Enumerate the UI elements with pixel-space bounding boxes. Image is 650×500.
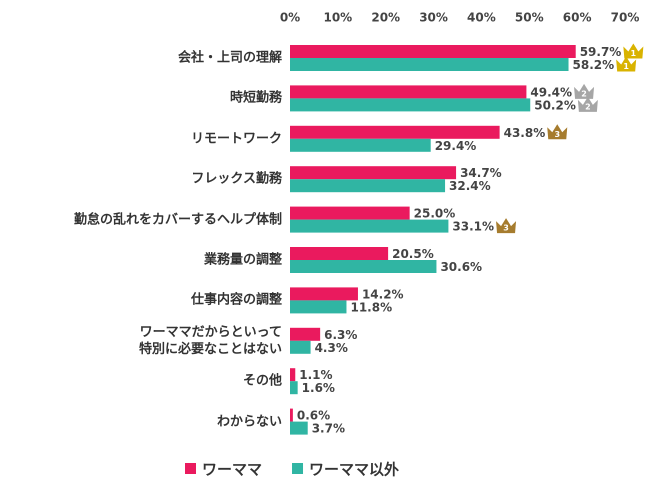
crown-rank: 3 bbox=[554, 130, 560, 139]
crown-rank: 2 bbox=[581, 89, 587, 98]
crown-rank: 3 bbox=[503, 224, 509, 233]
bar bbox=[290, 408, 293, 422]
bar bbox=[290, 368, 296, 382]
crown-icon bbox=[616, 56, 637, 72]
bar bbox=[290, 98, 531, 112]
bar bbox=[290, 327, 321, 341]
crown-rank: 1 bbox=[631, 49, 637, 58]
value-label: 32.4% bbox=[449, 179, 491, 193]
value-label: 50.2% bbox=[534, 98, 576, 112]
category-label: その他 bbox=[242, 373, 282, 389]
bar bbox=[290, 58, 569, 71]
category-label: わからない bbox=[216, 414, 282, 430]
value-label: 29.4% bbox=[435, 139, 477, 153]
value-label: 59.7% bbox=[580, 45, 622, 59]
bar bbox=[290, 206, 410, 220]
bar bbox=[290, 125, 500, 139]
value-label: 14.2% bbox=[362, 287, 404, 301]
x-tick-label: 40% bbox=[467, 11, 496, 25]
crown-icon bbox=[496, 218, 517, 234]
category-label: 仕事内容の調整 bbox=[190, 292, 282, 308]
bar bbox=[290, 138, 431, 152]
x-tick-label: 30% bbox=[419, 11, 448, 25]
bar bbox=[290, 166, 457, 180]
value-label: 58.2% bbox=[573, 58, 615, 72]
value-label: 20.5% bbox=[392, 247, 434, 261]
value-label: 6.3% bbox=[324, 328, 357, 342]
crown-icon bbox=[577, 96, 598, 112]
x-tick-label: 50% bbox=[515, 11, 544, 25]
value-label: 0.6% bbox=[297, 409, 330, 423]
value-label: 1.1% bbox=[299, 368, 332, 382]
x-tick-label: 20% bbox=[371, 11, 400, 25]
category-label: 勤怠の乱れをカバーするヘルプ体制 bbox=[73, 212, 282, 228]
value-label: 3.7% bbox=[312, 422, 345, 436]
value-label: 33.1% bbox=[452, 220, 494, 234]
legend-label: ワーママ以外 bbox=[309, 461, 399, 479]
value-label: 43.8% bbox=[504, 126, 546, 140]
bar bbox=[290, 300, 347, 314]
bar bbox=[290, 381, 298, 395]
value-label: 49.4% bbox=[530, 85, 572, 99]
crown-icon bbox=[547, 124, 568, 140]
bar bbox=[290, 247, 389, 260]
category-label: ワーママだからといって 特別に必要なことはない bbox=[138, 324, 282, 357]
bar bbox=[290, 260, 437, 273]
crown-rank: 1 bbox=[623, 62, 629, 71]
bar bbox=[290, 340, 311, 354]
legend-swatch bbox=[292, 463, 304, 474]
category-label: 会社・上司の理解 bbox=[177, 50, 282, 66]
bar bbox=[290, 179, 446, 193]
x-tick-label: 0% bbox=[280, 11, 300, 25]
category-label: フレックス勤務 bbox=[191, 171, 282, 187]
bar bbox=[290, 287, 358, 301]
bar bbox=[290, 85, 527, 99]
value-label: 25.0% bbox=[414, 207, 456, 221]
crown-icon bbox=[623, 43, 644, 59]
category-label: 時短勤務 bbox=[229, 90, 282, 106]
crown-rank: 2 bbox=[585, 102, 591, 111]
x-tick-label: 60% bbox=[563, 11, 592, 25]
category-label: リモートワーク bbox=[190, 131, 282, 147]
category-label: 業務量の調整 bbox=[203, 252, 282, 268]
legend-label: ワーママ bbox=[202, 461, 262, 479]
value-label: 1.6% bbox=[302, 381, 335, 395]
legend-swatch bbox=[185, 463, 196, 474]
x-tick-label: 10% bbox=[323, 11, 352, 25]
value-label: 4.3% bbox=[315, 341, 348, 355]
x-tick-label: 70% bbox=[611, 11, 640, 25]
bar bbox=[290, 219, 449, 233]
bar bbox=[290, 421, 308, 435]
bar bbox=[290, 45, 576, 58]
value-label: 11.8% bbox=[350, 300, 392, 314]
value-label: 30.6% bbox=[440, 260, 482, 274]
crown-icon bbox=[574, 83, 595, 99]
value-label: 34.7% bbox=[460, 166, 502, 180]
